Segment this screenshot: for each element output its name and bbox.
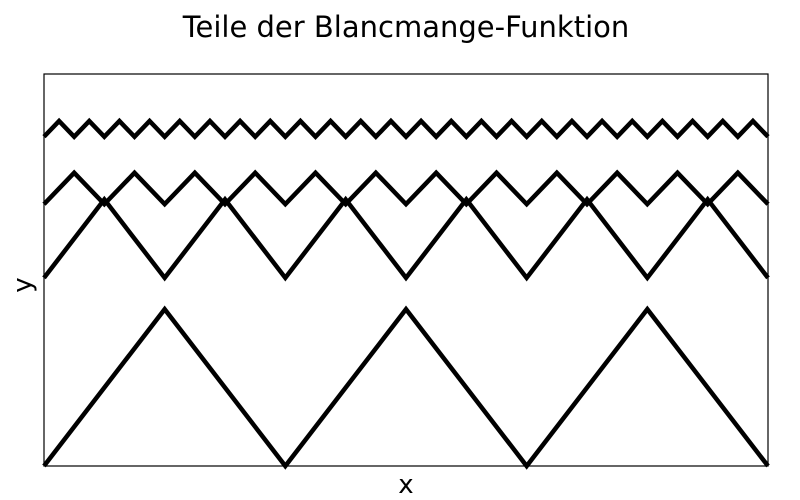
chart-title: Teile der Blancmange-Funktion <box>182 10 630 44</box>
series-line-2 <box>42 195 770 282</box>
series-line-1 <box>42 305 770 470</box>
series-group <box>42 117 770 470</box>
x-axis-label: x <box>398 470 414 500</box>
y-axis-label: y <box>8 277 38 293</box>
plot-frame <box>43 73 769 467</box>
series-line-4 <box>42 117 770 140</box>
series-line-3 <box>42 169 770 208</box>
